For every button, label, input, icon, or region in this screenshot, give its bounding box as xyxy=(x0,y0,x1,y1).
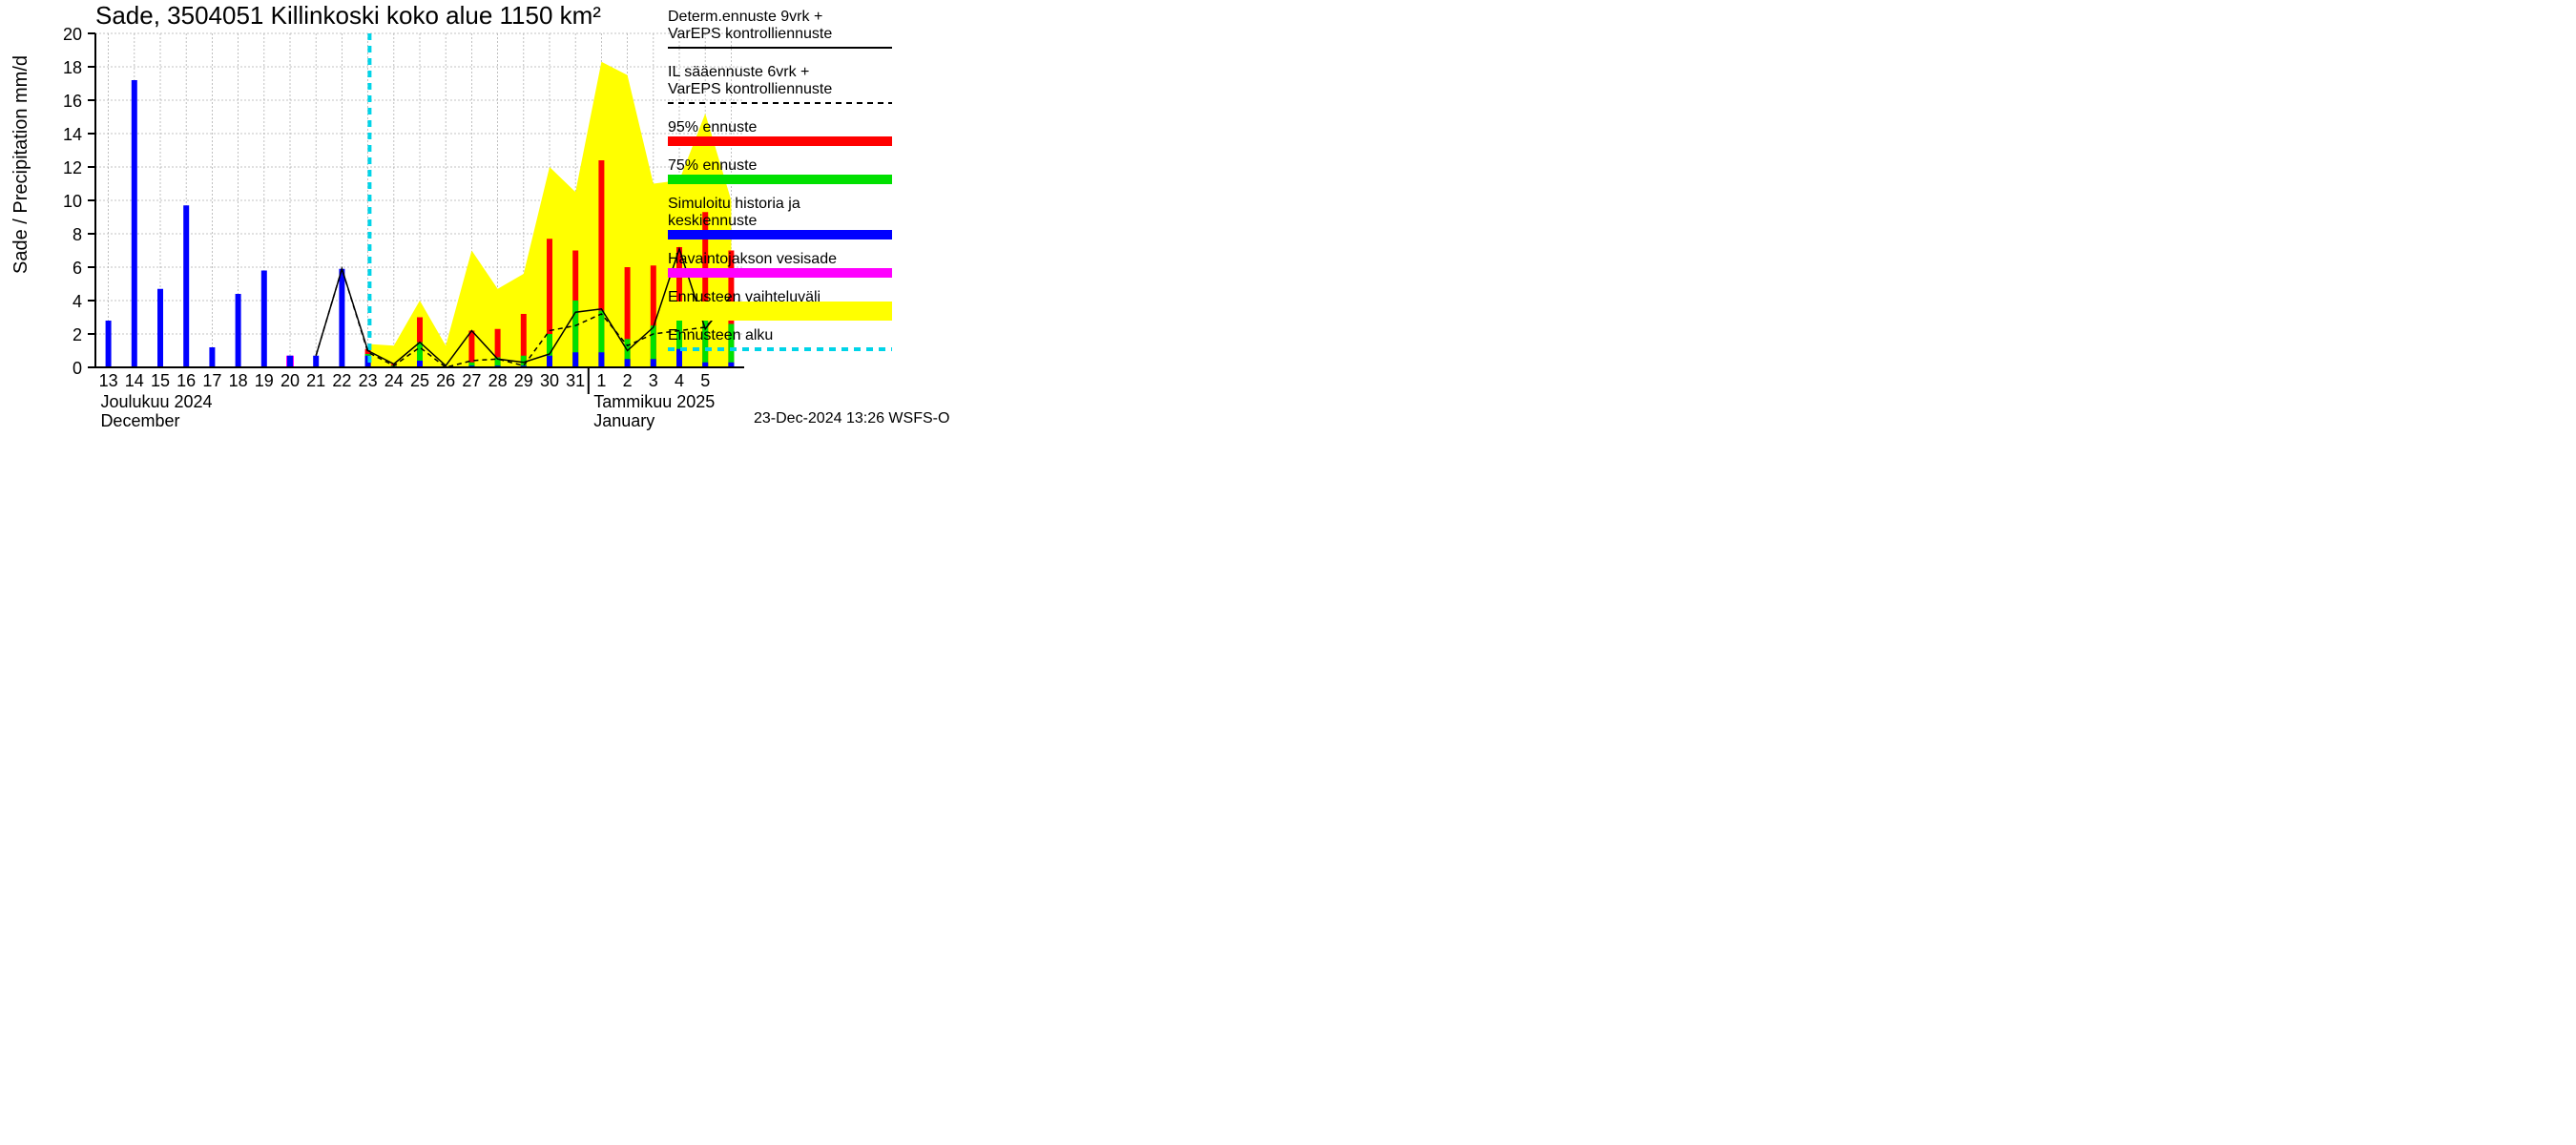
legend-label: IL sääennuste 6vrk + xyxy=(668,64,809,80)
x-tick-label: 24 xyxy=(384,371,404,390)
history-bar xyxy=(157,289,163,367)
x-tick-label: 19 xyxy=(255,371,274,390)
y-tick-label: 12 xyxy=(63,158,82,177)
x-tick-label: 13 xyxy=(99,371,118,390)
x-tick-label: 26 xyxy=(436,371,455,390)
x-tick-label: 29 xyxy=(514,371,533,390)
chart-svg: 0246810121416182013141516171819202122232… xyxy=(0,0,1431,668)
legend-label: VarEPS kontrolliennuste xyxy=(668,26,832,42)
x-tick-label: 2 xyxy=(623,371,633,390)
x-tick-label: 3 xyxy=(649,371,658,390)
x-tick-label: 22 xyxy=(332,371,351,390)
month-label-fi: Joulukuu 2024 xyxy=(100,392,212,411)
y-tick-label: 8 xyxy=(73,225,82,244)
y-tick-label: 0 xyxy=(73,359,82,378)
x-tick-label: 21 xyxy=(306,371,325,390)
history-bar xyxy=(261,271,267,368)
precipitation-chart: 0246810121416182013141516171819202122232… xyxy=(0,0,1431,668)
median-bar xyxy=(547,356,552,367)
x-tick-label: 28 xyxy=(488,371,508,390)
month-label-en: December xyxy=(100,411,179,430)
x-tick-label: 23 xyxy=(359,371,378,390)
history-bar xyxy=(313,356,319,367)
x-tick-label: 30 xyxy=(540,371,559,390)
y-tick-label: 10 xyxy=(63,192,82,211)
x-tick-label: 18 xyxy=(229,371,248,390)
median-bar xyxy=(676,349,682,367)
footer-timestamp: 23-Dec-2024 13:26 WSFS-O xyxy=(754,410,949,427)
median-bar xyxy=(625,359,631,367)
legend-label: VarEPS kontrolliennuste xyxy=(668,81,832,97)
legend-label: keskiennuste xyxy=(668,213,757,229)
y-tick-label: 16 xyxy=(63,92,82,111)
x-tick-label: 17 xyxy=(202,371,221,390)
legend-label: Simuloitu historia ja xyxy=(668,196,800,212)
legend-label: 95% ennuste xyxy=(668,119,758,135)
x-tick-label: 4 xyxy=(675,371,684,390)
y-tick-label: 18 xyxy=(63,58,82,77)
history-bar xyxy=(132,80,137,367)
y-tick-label: 6 xyxy=(73,259,82,278)
x-tick-label: 16 xyxy=(177,371,196,390)
y-tick-label: 4 xyxy=(73,292,82,311)
median-bar xyxy=(598,352,604,367)
median-bar xyxy=(572,352,578,367)
x-tick-label: 25 xyxy=(410,371,429,390)
history-bar xyxy=(287,356,293,367)
history-bar xyxy=(183,205,189,367)
y-tick-label: 2 xyxy=(73,325,82,344)
chart-title: Sade, 3504051 Killinkoski koko alue 1150… xyxy=(95,1,601,30)
x-tick-label: 5 xyxy=(700,371,710,390)
history-bar xyxy=(209,347,215,367)
legend-label: Ennusteen alku xyxy=(668,327,773,344)
median-bar xyxy=(651,359,656,367)
x-tick-label: 31 xyxy=(566,371,585,390)
history-bar xyxy=(106,321,112,367)
history-bar xyxy=(339,269,344,367)
legend-label: Havaintojakson vesisade xyxy=(668,251,837,267)
x-tick-label: 15 xyxy=(151,371,170,390)
x-tick-label: 1 xyxy=(596,371,606,390)
month-label-fi: Tammikuu 2025 xyxy=(593,392,715,411)
history-bar xyxy=(236,294,241,367)
legend-label: 75% ennuste xyxy=(668,157,758,174)
y-tick-label: 20 xyxy=(63,25,82,44)
month-label-en: January xyxy=(593,411,654,430)
x-tick-label: 27 xyxy=(462,371,481,390)
median-bar xyxy=(417,361,423,367)
legend-label: Determ.ennuste 9vrk + xyxy=(668,9,822,25)
x-tick-label: 14 xyxy=(125,371,144,390)
x-tick-label: 20 xyxy=(280,371,300,390)
y-axis-label: Sade / Precipitation mm/d xyxy=(10,55,31,274)
y-tick-label: 14 xyxy=(63,125,82,144)
